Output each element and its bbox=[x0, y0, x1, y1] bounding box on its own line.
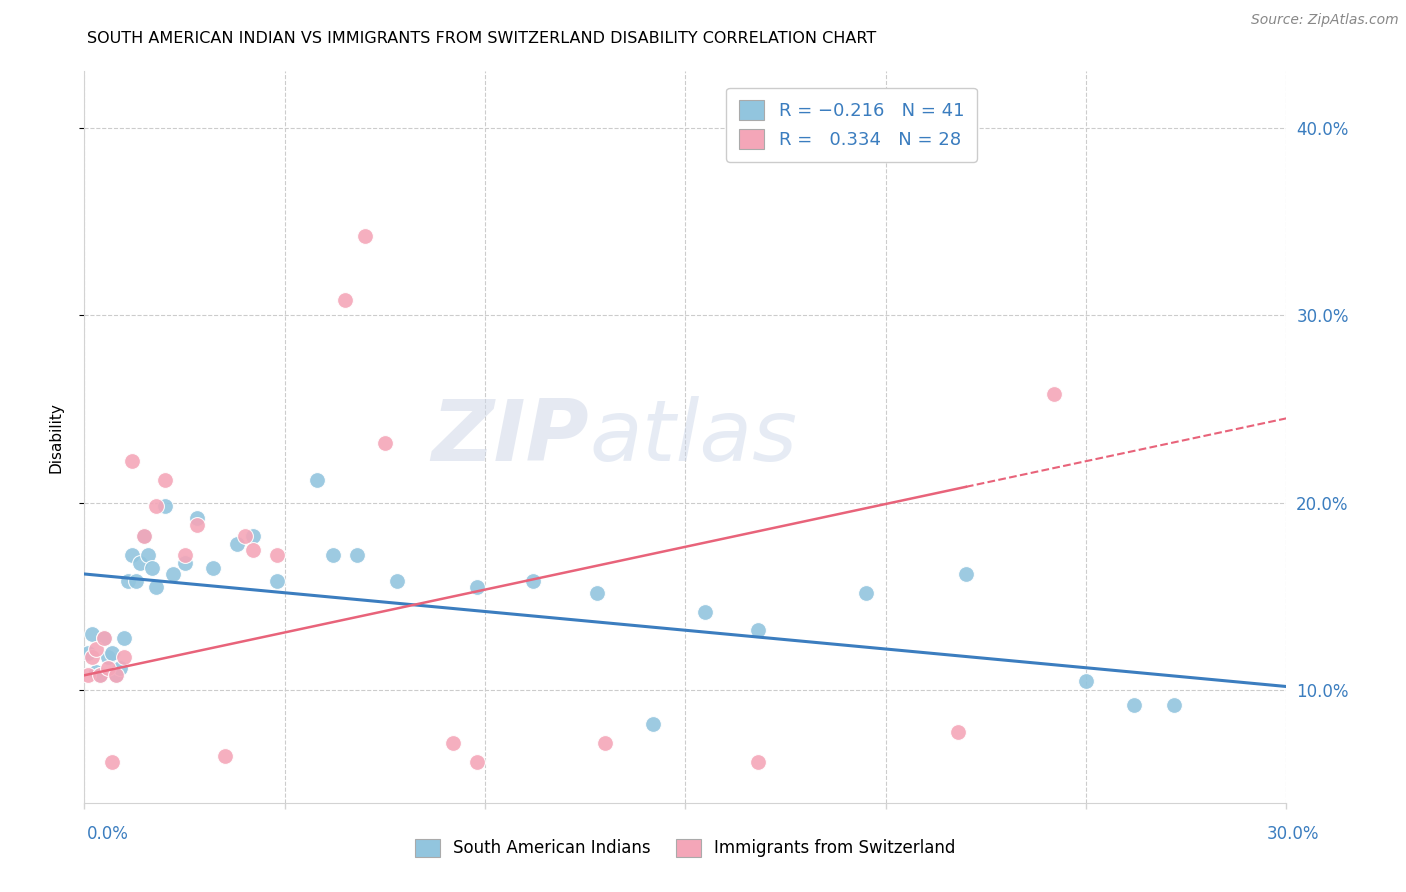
Point bbox=[153, 500, 176, 514]
Point bbox=[522, 574, 544, 589]
Point bbox=[266, 548, 288, 562]
Legend: South American Indians, Immigrants from Switzerland: South American Indians, Immigrants from … bbox=[408, 832, 963, 864]
Point bbox=[105, 668, 128, 682]
Text: Source: ZipAtlas.com: Source: ZipAtlas.com bbox=[1251, 13, 1399, 28]
Point bbox=[105, 668, 128, 682]
Point bbox=[77, 646, 100, 660]
Point bbox=[89, 668, 111, 682]
Point bbox=[354, 229, 377, 244]
Point bbox=[1076, 673, 1098, 688]
Point bbox=[225, 537, 247, 551]
Point bbox=[173, 548, 195, 562]
Point bbox=[138, 548, 160, 562]
Point bbox=[233, 529, 256, 543]
Point bbox=[114, 649, 135, 664]
Point bbox=[946, 724, 969, 739]
Point bbox=[186, 510, 208, 524]
Text: 30.0%: 30.0% bbox=[1267, 825, 1319, 843]
Point bbox=[201, 561, 224, 575]
Point bbox=[101, 755, 124, 769]
Point bbox=[322, 548, 344, 562]
Point bbox=[121, 548, 143, 562]
Point bbox=[305, 473, 328, 487]
Point bbox=[134, 529, 156, 543]
Point bbox=[121, 454, 143, 468]
Point bbox=[129, 556, 152, 570]
Point bbox=[162, 566, 184, 581]
Point bbox=[101, 646, 124, 660]
Point bbox=[242, 542, 264, 557]
Y-axis label: Disability: Disability bbox=[49, 401, 63, 473]
Point bbox=[125, 574, 148, 589]
Text: ZIP: ZIP bbox=[432, 395, 589, 479]
Point bbox=[374, 435, 396, 450]
Point bbox=[77, 668, 100, 682]
Point bbox=[1123, 698, 1146, 713]
Point bbox=[643, 717, 665, 731]
Point bbox=[586, 586, 609, 600]
Point bbox=[955, 566, 977, 581]
Point bbox=[86, 665, 108, 679]
Point bbox=[145, 580, 167, 594]
Point bbox=[1163, 698, 1185, 713]
Point bbox=[465, 755, 488, 769]
Point bbox=[93, 631, 115, 645]
Text: 0.0%: 0.0% bbox=[87, 825, 129, 843]
Point bbox=[117, 574, 139, 589]
Point bbox=[242, 529, 264, 543]
Point bbox=[89, 668, 111, 682]
Point bbox=[173, 556, 195, 570]
Point bbox=[465, 580, 488, 594]
Point bbox=[97, 661, 120, 675]
Point bbox=[110, 661, 132, 675]
Point bbox=[595, 736, 617, 750]
Point bbox=[153, 473, 176, 487]
Point bbox=[441, 736, 464, 750]
Point bbox=[695, 605, 717, 619]
Point bbox=[93, 631, 115, 645]
Point bbox=[141, 561, 163, 575]
Point bbox=[145, 500, 167, 514]
Point bbox=[266, 574, 288, 589]
Point bbox=[333, 293, 356, 308]
Text: SOUTH AMERICAN INDIAN VS IMMIGRANTS FROM SWITZERLAND DISABILITY CORRELATION CHAR: SOUTH AMERICAN INDIAN VS IMMIGRANTS FROM… bbox=[87, 31, 876, 46]
Point bbox=[747, 624, 769, 638]
Point bbox=[346, 548, 368, 562]
Text: atlas: atlas bbox=[589, 395, 797, 479]
Point bbox=[134, 529, 156, 543]
Point bbox=[385, 574, 408, 589]
Point bbox=[747, 755, 769, 769]
Point bbox=[97, 649, 120, 664]
Point bbox=[86, 642, 108, 657]
Point bbox=[186, 518, 208, 533]
Point bbox=[114, 631, 135, 645]
Point bbox=[1043, 387, 1066, 401]
Point bbox=[82, 627, 104, 641]
Point bbox=[214, 748, 236, 763]
Point bbox=[82, 649, 104, 664]
Point bbox=[855, 586, 877, 600]
